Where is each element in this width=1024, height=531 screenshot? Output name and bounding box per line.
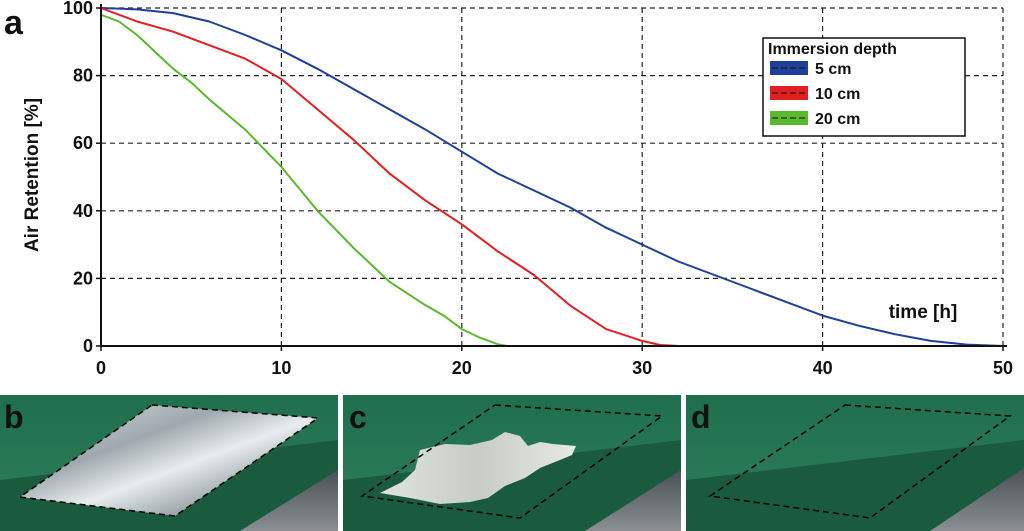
photo-d-stage-edge — [686, 440, 1024, 531]
photo-panels: b c d — [0, 395, 1024, 531]
x-axis-title: time [h] — [889, 302, 958, 323]
y-axis-title: Air Retention [%] — [22, 98, 43, 252]
panel-letter-b: b — [4, 399, 24, 435]
x-tick-label-40: 40 — [813, 358, 833, 378]
legend-title: Immersion depth — [768, 41, 897, 58]
photo-b-air-layer — [20, 405, 318, 516]
x-tick-label-0: 0 — [96, 358, 106, 378]
chart-axes — [100, 4, 1007, 347]
legend-label-5-cm: 5 cm — [815, 61, 851, 78]
x-tick-label-10: 10 — [271, 358, 291, 378]
air-retention-chart: a 0 10 20 30 40 50 0 20 40 60 80 100 Air Retention … — [4, 0, 1013, 378]
series-line-20-cm — [100, 13, 589, 347]
photo-d-base — [930, 468, 1024, 531]
photo-c-stage-edge — [343, 440, 681, 531]
photo-panel-b: b — [0, 395, 338, 531]
legend-label-10-cm: 10 cm — [815, 86, 860, 103]
series-line-5-cm — [100, 7, 1004, 347]
legend-swatch-10-cm — [770, 86, 808, 100]
y-tick-label-0: 0 — [83, 336, 93, 356]
y-tick-label-60: 60 — [73, 133, 93, 153]
legend-swatch-20-cm — [770, 111, 808, 125]
photo-d-sample-outline — [707, 404, 1013, 519]
legend-swatch-5-cm — [770, 61, 808, 75]
photo-c-base — [585, 470, 681, 531]
photo-panel-d: d — [686, 395, 1024, 531]
legend: Immersion depth 5 cm 10 cm 20 cm — [762, 37, 966, 137]
photo-panel-c: c — [343, 395, 681, 531]
x-tick-label-20: 20 — [452, 358, 472, 378]
y-tick-label-80: 80 — [73, 66, 93, 86]
y-tick-label-100: 100 — [63, 0, 93, 18]
y-tick-label-20: 20 — [73, 268, 93, 288]
panel-letter-a: a — [4, 4, 24, 42]
tick-labels: 0 10 20 30 40 50 0 20 40 60 80 100 — [63, 0, 1013, 378]
photo-b-sample-outline — [17, 404, 321, 517]
series-lines — [100, 7, 1004, 347]
series-line-10-cm — [100, 7, 859, 347]
photo-b-base — [240, 470, 338, 531]
legend-items: 5 cm 10 cm 20 cm — [770, 61, 860, 128]
legend-label-20-cm: 20 cm — [815, 111, 860, 128]
y-tick-label-40: 40 — [73, 201, 93, 221]
x-tick-label-50: 50 — [993, 358, 1013, 378]
x-tick-label-30: 30 — [632, 358, 652, 378]
panel-letter-d: d — [691, 399, 711, 435]
photo-c-sample-outline — [359, 404, 665, 519]
panel-letter-c: c — [349, 399, 367, 435]
